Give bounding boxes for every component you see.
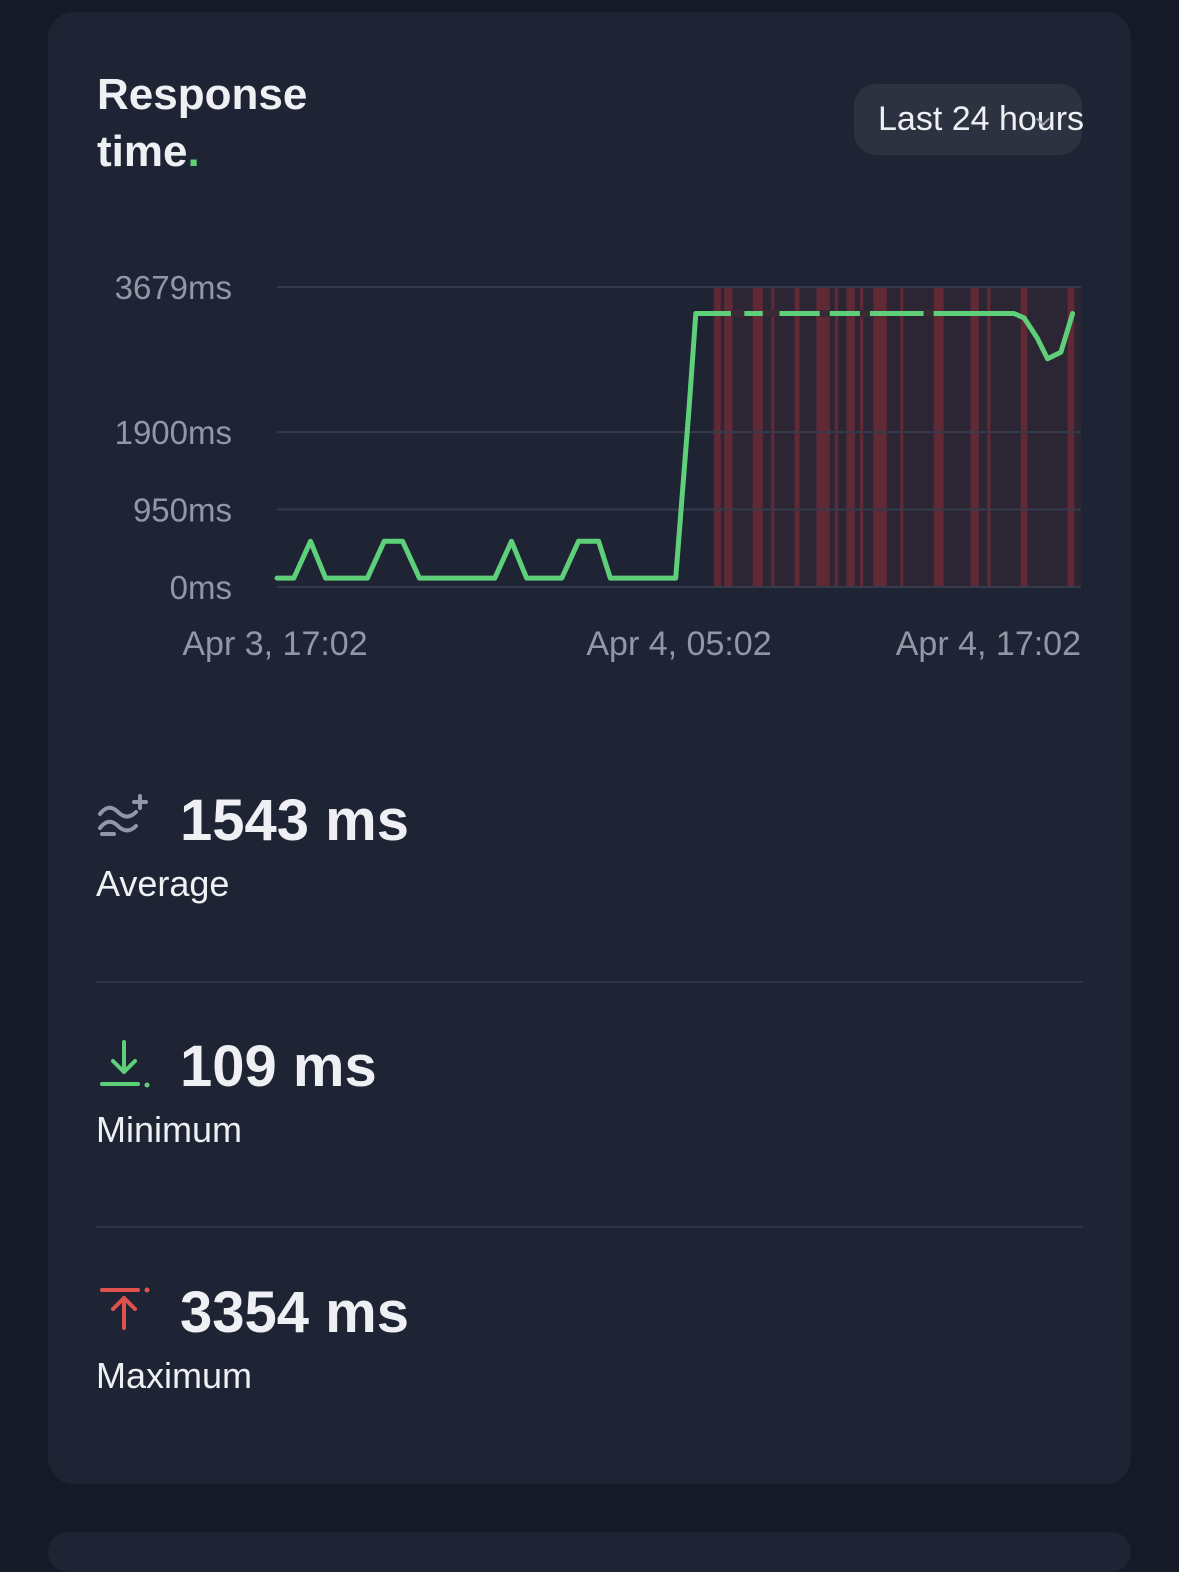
minimum-label: Minimum: [96, 1109, 243, 1150]
y-tick-label: 3679ms: [115, 269, 232, 306]
title-dot: .: [187, 127, 200, 176]
x-tick-label: Apr 4, 05:02: [586, 625, 771, 663]
title-text: Response time: [97, 70, 308, 176]
incident-band: [987, 287, 991, 587]
incident-band: [859, 287, 864, 587]
x-axis: Apr 3, 17:02 Apr 4, 05:02 Apr 4, 17:02: [182, 625, 1081, 663]
next-card: [48, 1532, 1131, 1572]
incident-band: [900, 287, 904, 587]
y-tick-label: 1900ms: [115, 414, 232, 451]
arrow-down-to-line-icon: [100, 1040, 150, 1088]
arrow-up-from-line-icon: [100, 1287, 150, 1330]
y-tick-label: 950ms: [133, 492, 232, 529]
stats-divider: [96, 981, 1083, 983]
time-range-selector[interactable]: Last 24 hours: [854, 84, 1085, 155]
x-tick-label: Apr 3, 17:02: [182, 625, 367, 663]
incident-band: [714, 287, 721, 587]
maximum-label: Maximum: [96, 1355, 253, 1396]
average-wave-icon: [98, 794, 148, 836]
incident-band: [1067, 287, 1075, 587]
incident-bands: [712, 287, 1081, 587]
response-time-card: Response time. Last 24 hours 3679ms 1900m…: [48, 12, 1131, 1484]
minimum-value: 109 ms: [180, 1034, 377, 1099]
incident-band: [846, 287, 855, 587]
incident-band: [771, 287, 775, 587]
maximum-value: 3354 ms: [180, 1280, 409, 1345]
incident-band: [933, 287, 944, 587]
incident-band: [752, 287, 763, 587]
incident-band: [873, 287, 887, 587]
incident-band: [834, 287, 839, 587]
response-time-chart: 3679ms 1900ms 950ms 0ms Apr 3, 17:02 Apr 4, …: [115, 269, 1081, 663]
incident-band: [794, 287, 800, 587]
y-axis: 3679ms 1900ms 950ms 0ms: [115, 269, 232, 606]
time-range-label: Last 24 hours: [878, 100, 1085, 138]
average-label: Average: [96, 863, 230, 904]
average-value: 1543 ms: [180, 788, 409, 853]
series-line-group: [274, 310, 1076, 581]
response-time-line: [274, 311, 1076, 581]
stats-divider: [96, 1226, 1083, 1228]
x-tick-label: Apr 4, 17:02: [896, 625, 1081, 663]
card-title: Response time.: [97, 66, 357, 180]
y-tick-label: 0ms: [170, 569, 232, 606]
incident-band: [816, 287, 830, 587]
incident-band: [1020, 287, 1028, 587]
incident-band: [724, 287, 733, 587]
incident-band: [970, 287, 979, 587]
